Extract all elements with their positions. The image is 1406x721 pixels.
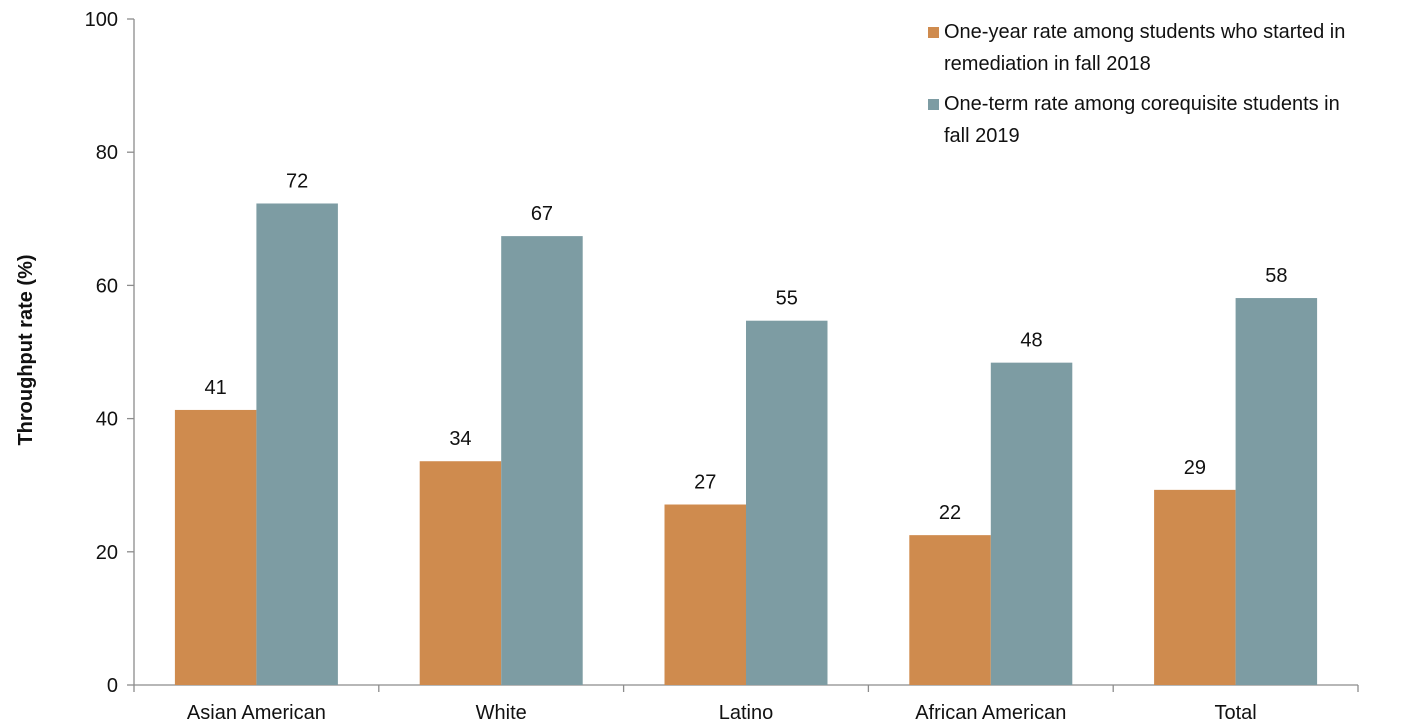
y-tick-label: 60 xyxy=(96,275,118,297)
bar-series-2 xyxy=(746,320,828,685)
legend-label-line: remediation in fall 2018 xyxy=(944,53,1151,75)
bars xyxy=(174,203,1318,685)
legend: One-year rate among students who started… xyxy=(928,21,1345,147)
x-ticks: Asian American White Latino African America… xyxy=(133,685,1359,721)
legend-label-series-2: One-term rate among corequisite students… xyxy=(944,93,1340,147)
bar-series-1 xyxy=(419,461,502,685)
data-label: 58 xyxy=(1265,265,1287,287)
bar-series-1 xyxy=(664,504,746,685)
x-tick-label: African American xyxy=(915,702,1066,721)
y-ticks: 0 20 40 60 80 100 xyxy=(85,9,134,697)
x-tick-label: White xyxy=(476,702,527,721)
y-axis-title: Throughput rate (%) xyxy=(15,254,37,445)
bar-series-2 xyxy=(501,236,583,685)
bar-series-2 xyxy=(990,362,1073,685)
bar-series-2 xyxy=(1235,298,1318,685)
legend-label-line: One-term rate among corequisite students… xyxy=(944,93,1340,115)
data-label: 41 xyxy=(205,377,227,399)
legend-label-line: fall 2019 xyxy=(944,125,1020,147)
legend-swatch-series-1 xyxy=(928,27,939,38)
legend-label-line: One-year rate among students who started… xyxy=(944,21,1345,43)
x-tick-label: Asian American xyxy=(187,702,326,721)
data-labels: 41 72 34 67 27 55 22 48 29 58 xyxy=(205,170,1288,524)
data-label: 72 xyxy=(286,170,308,192)
bar-series-1 xyxy=(1154,489,1236,685)
x-tick-label: Total xyxy=(1214,702,1256,721)
y-tick-label: 100 xyxy=(85,9,118,31)
data-label: 29 xyxy=(1184,457,1206,479)
bar-series-2 xyxy=(256,203,338,685)
data-label: 27 xyxy=(694,472,716,494)
bar-series-1 xyxy=(174,409,257,685)
data-label: 55 xyxy=(776,288,798,310)
data-label: 34 xyxy=(449,428,471,450)
y-tick-label: 20 xyxy=(96,542,118,564)
x-tick-label: Latino xyxy=(719,702,774,721)
y-tick-label: 40 xyxy=(96,409,118,431)
data-label: 22 xyxy=(939,502,961,524)
y-tick-label: 80 xyxy=(96,142,118,164)
data-label: 67 xyxy=(531,203,553,225)
bar-series-1 xyxy=(909,535,991,685)
y-tick-label: 0 xyxy=(107,675,118,697)
data-label: 48 xyxy=(1020,330,1042,352)
legend-swatch-series-2 xyxy=(928,99,939,110)
legend-label-series-1: One-year rate among students who started… xyxy=(944,21,1345,75)
y-axis-title-group: Throughput rate (%) xyxy=(15,254,37,445)
